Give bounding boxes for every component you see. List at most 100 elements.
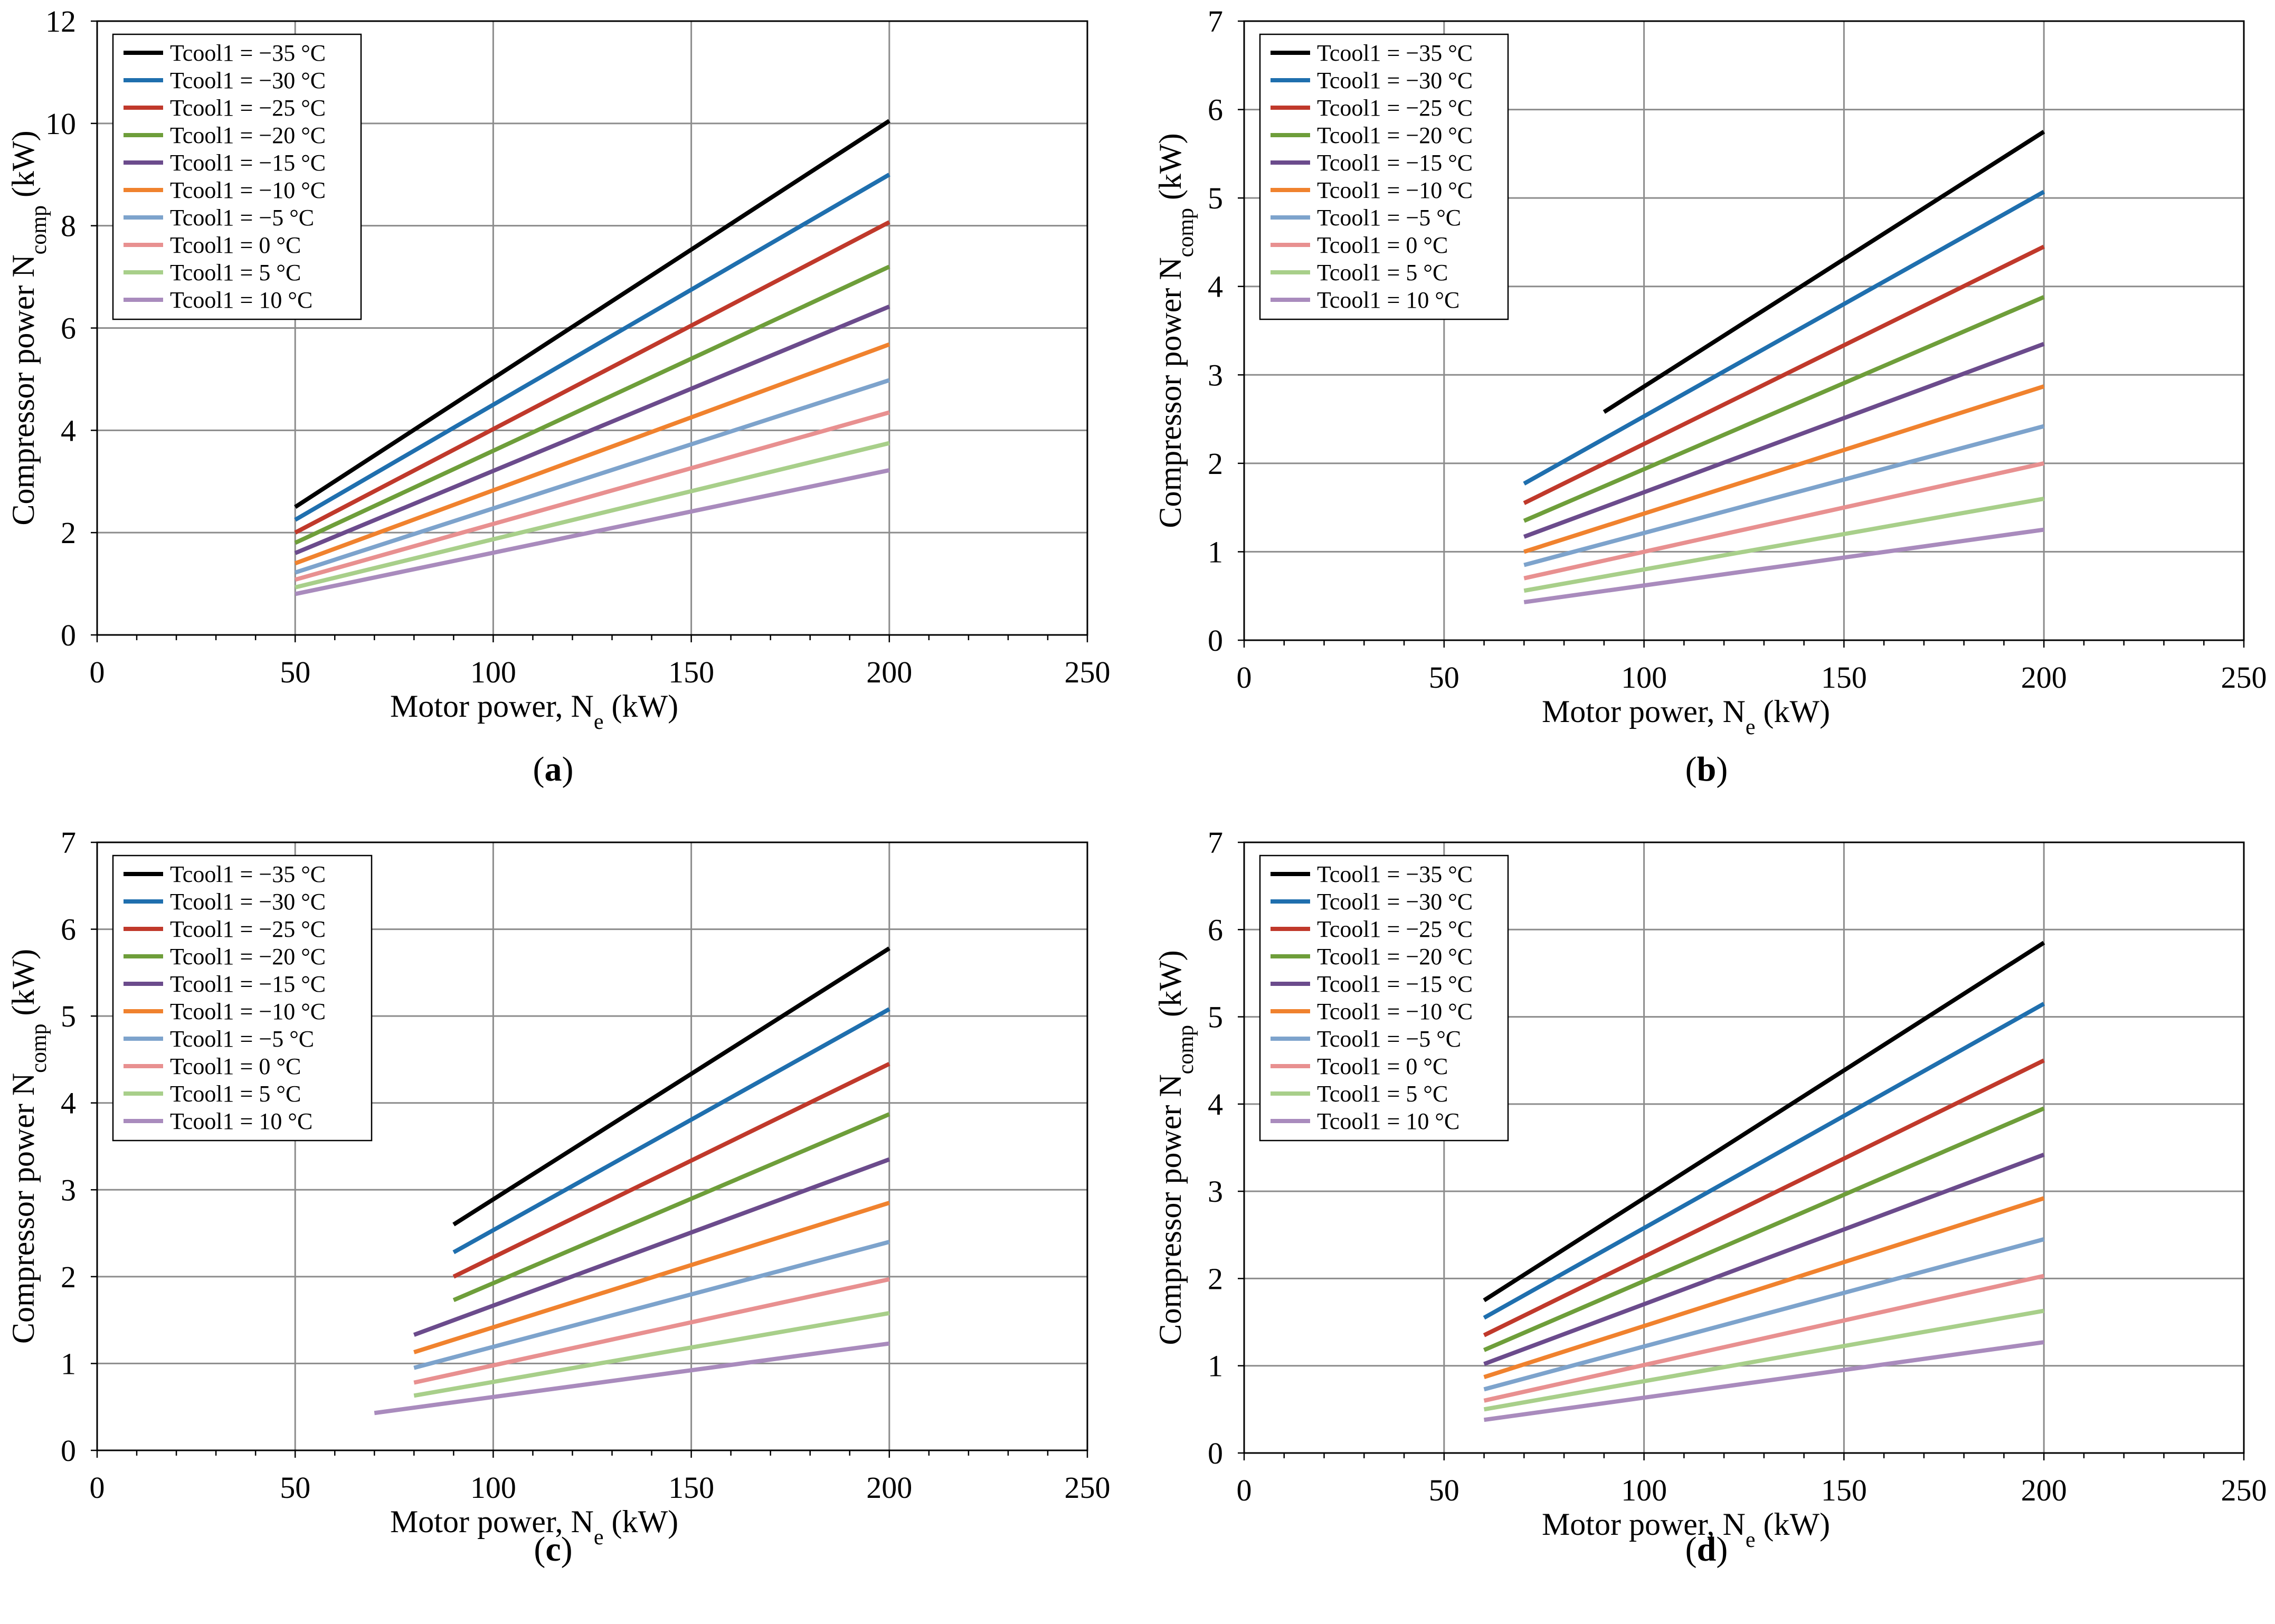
series-line-9 bbox=[1483, 1308, 2044, 1412]
series-line-7 bbox=[1483, 1237, 2045, 1392]
legend-entry-5: Tcool1 = −15 °C bbox=[170, 150, 326, 176]
x-tick-label: 50 bbox=[1429, 660, 1459, 695]
y-tick-label: 2 bbox=[61, 1260, 76, 1294]
legend-entry-8: Tcool1 = 0 °C bbox=[170, 1053, 301, 1079]
legend-entry-8: Tcool1 = 0 °C bbox=[1317, 232, 1448, 258]
legend-entry-6: Tcool1 = −10 °C bbox=[170, 177, 326, 203]
y-tick-label: 12 bbox=[45, 4, 76, 39]
series-line-6 bbox=[1483, 1196, 2045, 1380]
x-tick-label: 100 bbox=[470, 1470, 516, 1505]
y-tick-label: 1 bbox=[1208, 535, 1223, 569]
legend-entry-10: Tcool1 = 10 °C bbox=[1317, 1108, 1459, 1134]
legend-entry-7: Tcool1 = −5 °C bbox=[170, 1026, 314, 1052]
legend-entry-1: Tcool1 = −35 °C bbox=[170, 861, 326, 887]
series-line-10 bbox=[1484, 1340, 2044, 1422]
y-tick-label: 6 bbox=[61, 913, 76, 947]
y-tick-label: 4 bbox=[1208, 1087, 1223, 1122]
legend-entry-4: Tcool1 = −20 °C bbox=[1317, 122, 1473, 148]
y-tick-label: 0 bbox=[61, 1433, 76, 1468]
y-tick-label: 5 bbox=[1208, 1000, 1223, 1034]
x-tick-label: 0 bbox=[90, 1470, 105, 1505]
legend-entry-9: Tcool1 = 5 °C bbox=[1317, 260, 1448, 286]
series-line-8 bbox=[1523, 461, 2045, 581]
y-tick-label: 4 bbox=[61, 1086, 76, 1120]
legend-entry-5: Tcool1 = −15 °C bbox=[170, 971, 326, 997]
series-line-4 bbox=[1523, 295, 2045, 523]
y-axis-label: Compressor power Ncomp (kW) bbox=[1153, 133, 1198, 528]
y-tick-label: 7 bbox=[61, 825, 76, 860]
series-line-1 bbox=[294, 119, 890, 509]
y-tick-label: 3 bbox=[61, 1173, 76, 1207]
y-tick-label: 1 bbox=[1208, 1349, 1223, 1383]
series-line-7 bbox=[413, 1240, 890, 1370]
chart-panel-d: 0 50 100 150 200 250 0 1 2 3 4 5 6 7 Motor power, Ne (… bbox=[1138, 812, 2275, 1624]
series-line-1 bbox=[1483, 941, 2045, 1303]
legend-entry-3: Tcool1 = −25 °C bbox=[1317, 916, 1473, 942]
y-tick-label: 2 bbox=[61, 516, 76, 550]
chart-panel-b: 0 50 100 150 200 250 0 1 2 3 4 5 6 7 Motor power, Ne (… bbox=[1138, 0, 2275, 812]
y-tick-label: 5 bbox=[1208, 181, 1223, 215]
series-line-3 bbox=[294, 220, 890, 535]
y-tick-label: 2 bbox=[1208, 447, 1223, 481]
series-line-2 bbox=[1523, 189, 2045, 486]
series-line-5 bbox=[294, 305, 890, 555]
plot-frame bbox=[1243, 20, 2245, 641]
x-axis-label: Motor power, Ne (kW) bbox=[390, 1504, 678, 1550]
panel-label-a: (a) bbox=[533, 750, 574, 789]
y-tick-label: 5 bbox=[61, 999, 76, 1033]
x-tick-label: 250 bbox=[1065, 1470, 1111, 1505]
legend-entry-7: Tcool1 = −5 °C bbox=[170, 205, 314, 231]
chart-b: 0 50 100 150 200 250 0 1 2 3 4 5 6 7 Motor power, Ne (… bbox=[1153, 4, 2267, 739]
legend-entry-4: Tcool1 = −20 °C bbox=[1317, 944, 1473, 970]
series-line-1 bbox=[452, 946, 890, 1227]
y-tick-label: 2 bbox=[1208, 1261, 1223, 1296]
series-line-2 bbox=[294, 173, 890, 522]
series-line-4 bbox=[294, 264, 890, 545]
series-line-7 bbox=[294, 378, 890, 575]
x-tick-label: 200 bbox=[866, 655, 912, 689]
y-axis-label: Compressor power Ncomp (kW) bbox=[1153, 950, 1198, 1345]
x-tick-label: 200 bbox=[2021, 1473, 2067, 1507]
legend-entry-2: Tcool1 = −30 °C bbox=[170, 889, 326, 915]
y-tick-label: 6 bbox=[1208, 93, 1223, 127]
chart-c: 0 50 100 150 200 250 0 1 2 3 4 5 6 7 Motor power, Ne (… bbox=[6, 825, 1111, 1550]
y-tick-label: 6 bbox=[1208, 913, 1223, 947]
x-axis-label: Motor power, Ne (kW) bbox=[1542, 1507, 1830, 1552]
legend-entry-10: Tcool1 = 10 °C bbox=[1317, 287, 1459, 313]
legend-entry-8: Tcool1 = 0 °C bbox=[170, 232, 301, 258]
y-tick-label: 4 bbox=[1208, 270, 1223, 304]
legend-entry-4: Tcool1 = −20 °C bbox=[170, 122, 326, 148]
y-axis-label: Compressor power Ncomp (kW) bbox=[6, 130, 51, 525]
series-line-10 bbox=[1523, 527, 2044, 604]
legend-entry-8: Tcool1 = 0 °C bbox=[1317, 1053, 1448, 1079]
x-tick-label: 150 bbox=[668, 655, 714, 689]
y-tick-label: 7 bbox=[1208, 4, 1223, 39]
series-line-3 bbox=[452, 1062, 890, 1279]
series-line-8 bbox=[413, 1277, 890, 1385]
x-tick-label: 200 bbox=[866, 1470, 912, 1505]
x-tick-label: 150 bbox=[1821, 1473, 1867, 1507]
x-tick-label: 100 bbox=[1621, 660, 1667, 695]
legend-entry-6: Tcool1 = −10 °C bbox=[1317, 999, 1473, 1024]
y-tick-label: 1 bbox=[61, 1346, 76, 1381]
x-tick-label: 50 bbox=[280, 655, 310, 689]
x-axis-label: Motor power, Ne (kW) bbox=[390, 689, 678, 734]
panel-label-d: (d) bbox=[1685, 1530, 1728, 1569]
legend-entry-5: Tcool1 = −15 °C bbox=[1317, 971, 1473, 997]
legend-entry-1: Tcool1 = −35 °C bbox=[1317, 40, 1473, 66]
panel-label-c: (c) bbox=[534, 1530, 573, 1569]
series-line-9 bbox=[295, 441, 890, 590]
series-line-6 bbox=[294, 342, 890, 566]
legend-entry-3: Tcool1 = −25 °C bbox=[170, 916, 326, 942]
x-tick-label: 250 bbox=[1065, 655, 1111, 689]
chart-panel-c: 0 50 100 150 200 250 0 1 2 3 4 5 6 7 Motor power, Ne (… bbox=[0, 812, 1138, 1624]
y-tick-label: 6 bbox=[61, 311, 76, 346]
series-line-8 bbox=[295, 410, 890, 582]
y-axis-label: Compressor power Ncomp (kW) bbox=[6, 949, 51, 1344]
x-tick-label: 250 bbox=[2221, 660, 2267, 695]
plot-frame bbox=[1243, 841, 2245, 1454]
y-tick-label: 10 bbox=[45, 107, 76, 141]
legend-entry-10: Tcool1 = 10 °C bbox=[170, 287, 312, 313]
x-tick-label: 250 bbox=[2221, 1473, 2267, 1507]
legend-entry-7: Tcool1 = −5 °C bbox=[1317, 205, 1461, 231]
